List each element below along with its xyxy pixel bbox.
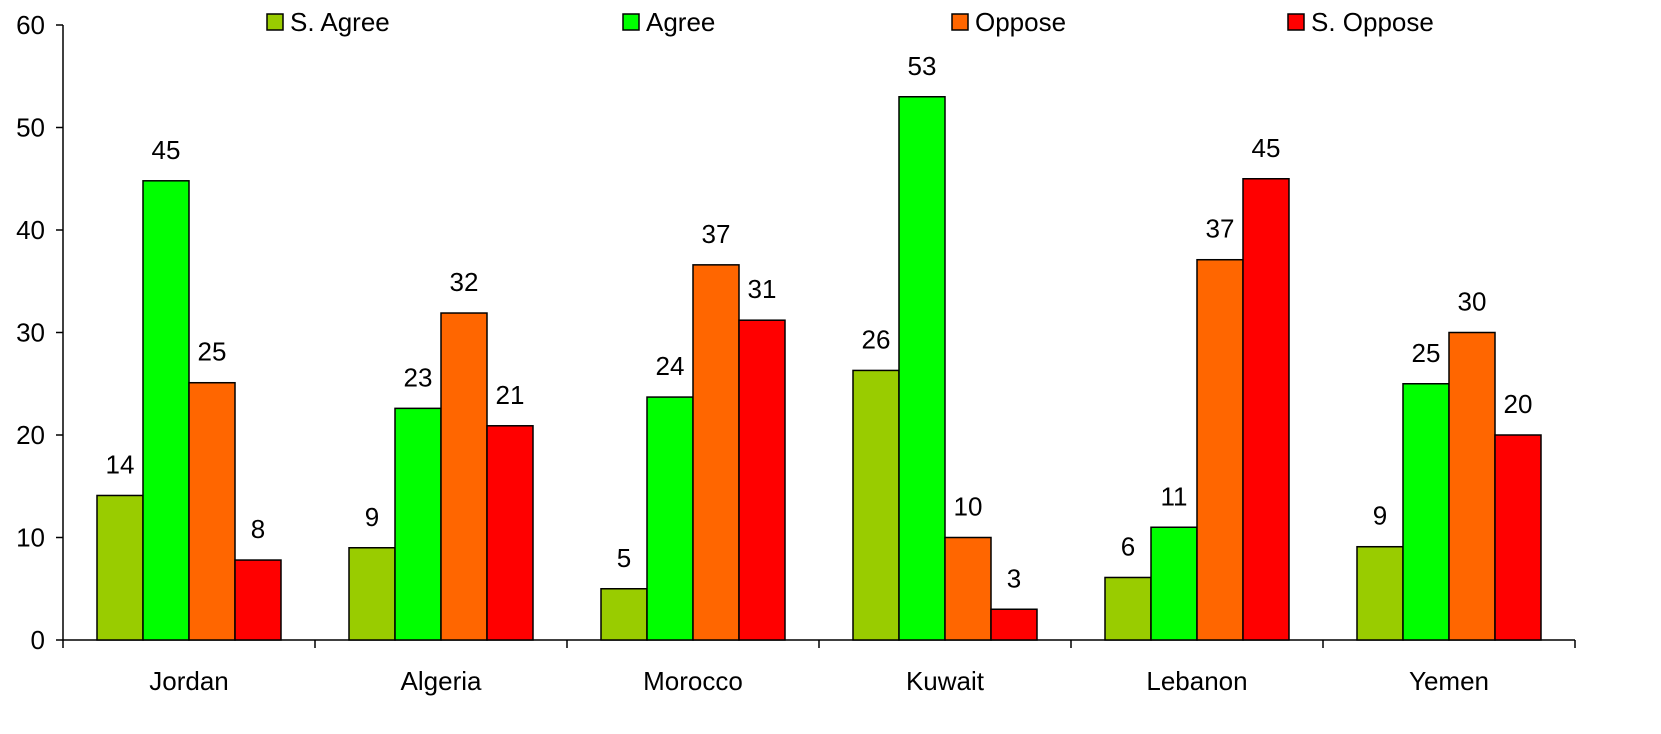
- data-labels: 14 45 25 8 9 23 32 21 5 24 37 31 26 53 10 3 6 11 37 45 9 25 30…: [106, 51, 1533, 594]
- data-label: 21: [496, 380, 525, 410]
- bar-jordan-s-oppose: [234, 559, 282, 641]
- axes: [62, 25, 1575, 641]
- data-label: 26: [862, 324, 891, 354]
- bar-kuwait-s-agree: [852, 369, 900, 641]
- category-label-yemen: Yemen: [1409, 666, 1489, 696]
- legend-swatch: [951, 13, 969, 31]
- bar-morocco-agree: [646, 396, 694, 641]
- legend: S. Agree Agree Oppose S. Oppose: [266, 7, 1434, 37]
- data-label: 11: [1161, 481, 1188, 511]
- category-label-morocco: Morocco: [643, 666, 743, 696]
- legend-swatch: [1287, 13, 1305, 31]
- category-label-jordan: Jordan: [149, 666, 229, 696]
- data-label: 9: [1373, 501, 1387, 531]
- y-ticks: 0 10 20 30 40 50 60: [16, 10, 63, 655]
- bar-morocco-oppose: [692, 264, 740, 641]
- legend-item-s-oppose: S. Oppose: [1287, 7, 1434, 37]
- data-label: 31: [748, 274, 777, 304]
- bar-yemen-s-agree: [1356, 545, 1404, 641]
- legend-swatch: [266, 13, 284, 31]
- bar-lebanon-agree: [1150, 526, 1198, 641]
- data-label: 25: [198, 337, 227, 367]
- bar-lebanon-s-agree: [1104, 576, 1152, 641]
- legend-item-agree: Agree: [622, 7, 715, 37]
- y-tick-label: 10: [16, 523, 45, 553]
- y-tick-label: 30: [16, 318, 45, 348]
- category-label-lebanon: Lebanon: [1146, 666, 1247, 696]
- category-labels: Jordan Algeria Morocco Kuwait Lebanon Yemen: [149, 666, 1489, 696]
- data-label: 3: [1007, 563, 1021, 593]
- bar-jordan-oppose: [188, 381, 236, 641]
- bar-yemen-agree: [1402, 383, 1450, 641]
- y-tick-label: 40: [16, 215, 45, 245]
- y-tick-label: 50: [16, 113, 45, 143]
- data-label: 30: [1458, 287, 1487, 317]
- x-ticks: [62, 640, 1576, 648]
- data-label: 53: [908, 51, 937, 81]
- data-label: 37: [1206, 214, 1235, 244]
- legend-item-oppose: Oppose: [951, 7, 1066, 37]
- bar-lebanon-oppose: [1196, 258, 1244, 641]
- data-label: 25: [1412, 338, 1441, 368]
- data-label: 45: [1252, 133, 1281, 163]
- y-tick-label: 20: [16, 420, 45, 450]
- legend-item-s-agree: S. Agree: [266, 7, 390, 37]
- y-tick-label: 60: [16, 10, 45, 40]
- legend-swatch: [622, 13, 640, 31]
- data-label: 10: [954, 492, 983, 522]
- legend-label: Oppose: [975, 7, 1066, 37]
- bar-lebanon-s-oppose: [1242, 178, 1290, 641]
- data-label: 14: [106, 449, 135, 479]
- bar-algeria-oppose: [440, 312, 488, 641]
- data-label: 5: [617, 543, 631, 573]
- category-label-algeria: Algeria: [401, 666, 482, 696]
- y-tick-label: 0: [31, 625, 45, 655]
- data-label: 32: [450, 267, 479, 297]
- data-label: 23: [404, 362, 433, 392]
- bars: [96, 96, 1542, 641]
- bar-morocco-s-agree: [600, 588, 648, 641]
- legend-label: S. Agree: [290, 7, 390, 37]
- data-label: 45: [152, 135, 181, 165]
- bar-kuwait-s-oppose: [990, 608, 1038, 641]
- data-label: 9: [365, 502, 379, 532]
- bar-yemen-oppose: [1448, 331, 1496, 641]
- bar-yemen-s-oppose: [1494, 434, 1542, 641]
- legend-label: Agree: [646, 7, 715, 37]
- category-label-kuwait: Kuwait: [906, 666, 985, 696]
- data-label: 6: [1121, 531, 1135, 561]
- bar-jordan-agree: [142, 180, 190, 641]
- bar-algeria-s-agree: [348, 547, 396, 641]
- bar-morocco-s-oppose: [738, 319, 786, 641]
- bar-algeria-s-oppose: [486, 425, 534, 641]
- data-label: 24: [656, 351, 685, 381]
- data-label: 37: [702, 219, 731, 249]
- bar-algeria-agree: [394, 407, 442, 641]
- data-label: 20: [1504, 389, 1533, 419]
- bar-jordan-s-agree: [96, 494, 144, 641]
- legend-label: S. Oppose: [1311, 7, 1434, 37]
- bar-kuwait-agree: [898, 96, 946, 641]
- bar-kuwait-oppose: [944, 536, 992, 641]
- data-label: 8: [251, 514, 265, 544]
